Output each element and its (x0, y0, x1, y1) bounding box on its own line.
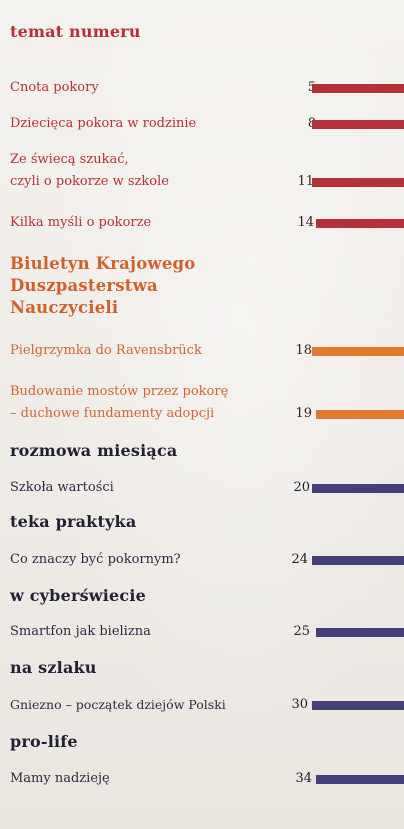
section-title-w-cyberswiecie: w cyberświecie (10, 586, 147, 605)
entry-title: Dziecięca pokora w rodzinie (10, 116, 197, 131)
toc-entry-co-znaczy[interactable]: Co znaczy być pokornym? 24 (10, 550, 404, 570)
section-title-line-1: Biuletyn Krajowego (10, 254, 196, 273)
toc-entry-ze-swieca-szukac[interactable]: Ze świecą szukać, czyli o pokorze w szko… (10, 150, 404, 192)
page-number: 14 (297, 215, 314, 230)
accent-bar (312, 701, 404, 710)
page-number: 19 (295, 406, 312, 421)
entry-title: Gniezno – początek dziejów Polski (10, 697, 226, 712)
section-title-teka-praktyka: teka praktyka (10, 512, 137, 531)
accent-bar (312, 347, 404, 356)
toc-entry-mamy-nadzieje[interactable]: Mamy nadzieję 34 (10, 769, 404, 789)
entry-title-line-1: Budowanie mostów przez pokorę (10, 384, 229, 399)
accent-bar (316, 219, 404, 228)
page-number: 18 (295, 343, 312, 358)
accent-bar (312, 484, 404, 493)
toc-entry-dziecieca-pokora[interactable]: Dziecięca pokora w rodzinie 8 (10, 114, 404, 134)
entry-title: Pielgrzymka do Ravensbrück (10, 343, 202, 358)
toc-entry-budowanie-mostow[interactable]: Budowanie mostów przez pokorę – duchowe … (10, 382, 404, 424)
toc-entry-szkola-wartosci[interactable]: Szkoła wartości 20 (10, 478, 404, 498)
entry-title-line-1: Ze świecą szukać, (10, 152, 129, 167)
page-number: 24 (291, 552, 308, 567)
section-title-biuletyn: Biuletyn Krajowego Duszpasterstwa Nauczy… (10, 253, 195, 319)
entry-title: Cnota pokory (10, 80, 99, 95)
accent-bar (312, 178, 404, 187)
toc-entry-gniezno[interactable]: Gniezno – początek dziejów Polski 30 (10, 695, 404, 715)
entry-title: Co znaczy być pokornym? (10, 552, 181, 567)
page-number: 25 (293, 624, 310, 639)
page-number: 11 (297, 174, 314, 189)
accent-bar (312, 84, 404, 93)
page-number: 20 (293, 480, 310, 495)
entry-title-line-2: – duchowe fundamenty adopcji (10, 406, 215, 421)
section-title-temat-numeru: temat numeru (10, 22, 141, 41)
page-number: 30 (291, 697, 308, 712)
toc-entry-pielgrzymka[interactable]: Pielgrzymka do Ravensbrück 18 (10, 341, 404, 361)
page-number: 34 (295, 771, 312, 786)
entry-title: Kilka myśli o pokorze (10, 215, 152, 230)
entry-title: Smartfon jak bielizna (10, 624, 151, 639)
section-title-line-3: Nauczycieli (10, 298, 119, 317)
entry-title: Mamy nadzieję (10, 771, 110, 786)
entry-title-line-2: czyli o pokorze w szkole (10, 174, 169, 189)
accent-bar (316, 775, 404, 784)
accent-bar (316, 628, 404, 637)
section-title-line-2: Duszpasterstwa (10, 276, 158, 295)
accent-bar (312, 120, 404, 129)
section-title-rozmowa-miesiaca: rozmowa miesiąca (10, 441, 178, 460)
accent-bar (312, 556, 404, 565)
page-number: 8 (288, 114, 316, 134)
section-title-na-szlaku: na szlaku (10, 658, 97, 677)
entry-title: Szkoła wartości (10, 480, 114, 495)
section-title-pro-life: pro-life (10, 732, 78, 751)
page-number: 5 (288, 78, 316, 98)
toc-entry-smartfon[interactable]: Smartfon jak bielizna 25 (10, 622, 404, 642)
toc-entry-kilka-mysli[interactable]: Kilka myśli o pokorze 14 (10, 213, 404, 233)
toc-entry-cnota-pokory[interactable]: Cnota pokory 5 (10, 78, 404, 98)
accent-bar (316, 410, 404, 419)
